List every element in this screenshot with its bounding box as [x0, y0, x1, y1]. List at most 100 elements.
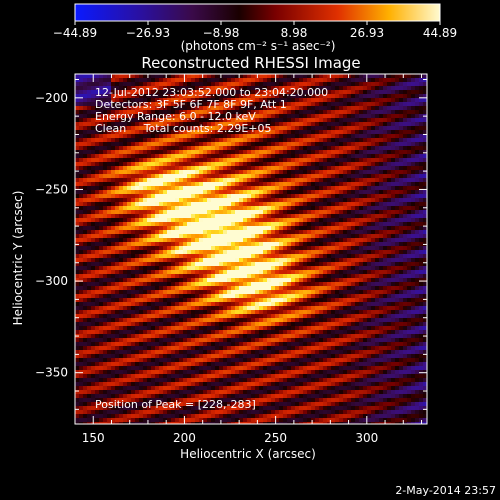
heatmap-cell — [147, 414, 152, 419]
heatmap-cell — [199, 354, 204, 359]
heatmap-cell — [147, 410, 152, 415]
heatmap-cell — [263, 166, 268, 171]
heatmap-cell — [99, 74, 104, 79]
heatmap-cell — [75, 174, 80, 179]
heatmap-cell — [299, 258, 304, 263]
heatmap-cell — [119, 266, 124, 271]
heatmap-cell — [279, 298, 284, 303]
heatmap-cell — [87, 254, 92, 259]
heatmap-cell — [95, 418, 100, 423]
heatmap-cell — [103, 94, 108, 99]
heatmap-cell — [211, 398, 216, 403]
heatmap-cell — [231, 106, 236, 111]
heatmap-cell — [119, 82, 124, 87]
heatmap-cell — [107, 182, 112, 187]
heatmap-cell — [255, 170, 260, 175]
heatmap-cell — [75, 286, 80, 291]
heatmap-cell — [103, 274, 108, 279]
heatmap-cell — [279, 182, 284, 187]
heatmap-cell — [239, 318, 244, 323]
heatmap-cell — [99, 126, 104, 131]
heatmap-cell — [259, 78, 264, 83]
heatmap-cell — [175, 262, 180, 267]
heatmap-cell — [111, 210, 116, 215]
heatmap-cell — [127, 238, 132, 243]
heatmap-cell — [123, 118, 128, 123]
heatmap-cell — [75, 354, 80, 359]
heatmap-cell — [283, 178, 288, 183]
heatmap-cell — [139, 294, 144, 299]
heatmap-cell — [211, 162, 216, 167]
heatmap-cell — [255, 218, 260, 223]
heatmap-cell — [231, 242, 236, 247]
heatmap-cell — [183, 418, 188, 423]
heatmap-cell — [163, 366, 168, 371]
heatmap-cell — [75, 290, 80, 295]
heatmap-cell — [251, 162, 256, 167]
heatmap-cell — [275, 386, 280, 391]
heatmap-cell — [287, 402, 292, 407]
heatmap-cell — [187, 162, 192, 167]
heatmap-cell — [263, 102, 268, 107]
heatmap-cell — [215, 234, 220, 239]
heatmap-cell — [95, 266, 100, 271]
heatmap-cell — [131, 226, 136, 231]
heatmap-cell — [111, 146, 116, 151]
heatmap-cell — [127, 278, 132, 283]
heatmap-cell — [143, 346, 148, 351]
heatmap-cell — [207, 410, 212, 415]
heatmap-cell — [235, 86, 240, 91]
heatmap-cell — [279, 378, 284, 383]
heatmap-cell — [139, 134, 144, 139]
heatmap-cell — [235, 290, 240, 295]
heatmap-cell — [195, 130, 200, 135]
heatmap-cell — [119, 286, 124, 291]
heatmap-cell — [163, 118, 168, 123]
heatmap-cell — [135, 346, 140, 351]
heatmap-cell — [187, 226, 192, 231]
heatmap-cell — [199, 130, 204, 135]
heatmap-cell — [223, 174, 228, 179]
heatmap-cell — [287, 382, 292, 387]
heatmap-cell — [251, 234, 256, 239]
heatmap-cell — [83, 166, 88, 171]
heatmap-cell — [87, 110, 92, 115]
heatmap-cell — [155, 378, 160, 383]
heatmap-cell — [83, 278, 88, 283]
heatmap-cell — [111, 94, 116, 99]
heatmap-cell — [183, 194, 188, 199]
heatmap-cell — [255, 158, 260, 163]
heatmap-cell — [223, 346, 228, 351]
heatmap-cell — [283, 102, 288, 107]
heatmap-cell — [167, 254, 172, 259]
heatmap-cell — [179, 198, 184, 203]
heatmap-cell — [175, 74, 180, 79]
heatmap-cell — [139, 422, 144, 424]
heatmap-cell — [223, 322, 228, 327]
heatmap-cell — [191, 126, 196, 131]
heatmap-cell — [175, 170, 180, 175]
heatmap-cell — [235, 394, 240, 399]
heatmap-cell — [143, 234, 148, 239]
heatmap-cell — [155, 286, 160, 291]
heatmap-cell — [211, 110, 216, 115]
heatmap-cell — [183, 130, 188, 135]
heatmap-cell — [219, 138, 224, 143]
heatmap-cell — [167, 122, 172, 127]
heatmap-cell — [155, 374, 160, 379]
heatmap-cell — [155, 274, 160, 279]
heatmap-cell — [123, 190, 128, 195]
heatmap-cell — [91, 210, 96, 215]
heatmap-cell — [119, 242, 124, 247]
heatmap-cell — [75, 314, 80, 319]
heatmap-cell — [247, 406, 252, 411]
heatmap-cell — [143, 342, 148, 347]
heatmap-cell — [195, 90, 200, 95]
heatmap-cell — [159, 394, 164, 399]
heatmap-cell — [83, 94, 88, 99]
heatmap-cell — [167, 414, 172, 419]
heatmap-cell — [263, 238, 268, 243]
heatmap-cell — [295, 182, 300, 187]
heatmap-cell — [79, 342, 84, 347]
heatmap-cell — [247, 230, 252, 235]
